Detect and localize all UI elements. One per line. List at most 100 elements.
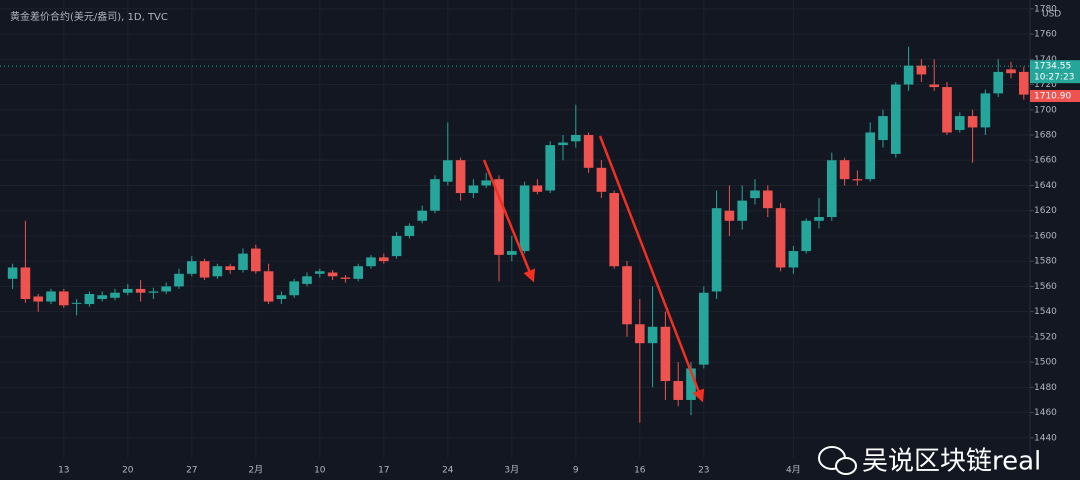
candle-body	[276, 295, 287, 300]
candle-body	[7, 267, 18, 279]
chart-title: 黄金差价合约(美元/盎司), 1D, TVC	[10, 10, 168, 23]
y-tick-label: 1680	[1034, 131, 1057, 141]
candle-body	[891, 84, 901, 154]
candle-body	[174, 273, 184, 287]
candle-body	[289, 281, 299, 296]
y-tick-label: 1500	[1034, 358, 1057, 368]
candle-body	[929, 84, 939, 88]
candle-body	[916, 65, 927, 75]
x-tick-label: 13	[58, 466, 69, 476]
candle-body	[148, 291, 159, 293]
candle-body	[980, 93, 991, 128]
y-tick-label: 1480	[1034, 383, 1057, 393]
candle-body	[199, 261, 210, 278]
y-tick-label: 1620	[1034, 206, 1057, 216]
x-tick-label: 4月	[786, 465, 801, 476]
candle-body	[443, 160, 453, 182]
x-tick-label: 9	[573, 466, 579, 476]
candle-body	[878, 116, 888, 141]
x-tick-label: 17	[378, 466, 389, 476]
x-tick-label: 10	[314, 466, 326, 476]
candle-body	[788, 251, 799, 268]
candle-body	[532, 185, 543, 192]
candle-body	[775, 208, 786, 268]
watermark-text: 吴说区块链real	[862, 447, 1041, 477]
watermark: 吴说区块链real	[818, 446, 1041, 477]
annotation-arrow	[598, 135, 705, 403]
candle-body	[724, 210, 735, 221]
candle-body	[1006, 69, 1016, 74]
candle-body	[571, 135, 581, 142]
candle-body	[955, 116, 965, 130]
candle-body	[327, 272, 338, 277]
candle-body	[609, 193, 619, 267]
candle-body	[737, 200, 747, 221]
candle-body	[942, 87, 952, 133]
x-tick-label: 20	[122, 466, 134, 476]
candle-body	[161, 286, 171, 292]
candle-body	[494, 179, 504, 255]
y-tick-label: 1760	[1034, 30, 1057, 40]
candle-body	[468, 185, 479, 194]
candle-body	[814, 217, 824, 221]
close-price-box	[1030, 90, 1080, 103]
y-tick-label: 1660	[1034, 156, 1057, 166]
candle-body	[302, 276, 312, 284]
candle-body	[993, 71, 1003, 94]
candle-body	[366, 257, 376, 267]
candle-body	[827, 160, 837, 218]
candle-body	[212, 266, 223, 277]
candle-body	[635, 324, 645, 344]
x-tick-label: 16	[634, 466, 646, 476]
y-tick-label: 1640	[1034, 181, 1057, 191]
x-tick-label: 27	[186, 466, 197, 476]
candle-body	[187, 261, 197, 274]
y-tick-label: 1460	[1034, 408, 1057, 418]
candle-body	[110, 292, 120, 298]
x-tick-label: 23	[698, 466, 709, 476]
candle-body	[353, 266, 363, 279]
candle-body	[430, 179, 440, 211]
y-tick-label: 1700	[1034, 105, 1057, 115]
candle-body	[71, 302, 82, 304]
candle-body	[263, 271, 274, 302]
candle-body	[686, 368, 696, 400]
candle-body	[481, 180, 491, 186]
x-tick-label: 24	[442, 466, 454, 476]
y-tick-label: 1520	[1034, 332, 1057, 342]
candle-body	[251, 248, 261, 272]
y-tick-label: 1540	[1034, 307, 1057, 317]
candle-body	[660, 326, 671, 382]
last-price-box	[1030, 60, 1080, 84]
watermark-icon	[835, 457, 857, 475]
x-tick-label: 2月	[248, 465, 263, 476]
candle-body	[865, 132, 875, 180]
y-tick-label: 1600	[1034, 231, 1057, 241]
last-price-label: 1734.55	[1034, 62, 1071, 72]
candle-body	[33, 296, 43, 302]
candle-body	[711, 208, 722, 292]
candle-body	[391, 235, 402, 257]
candle-body	[647, 326, 658, 344]
y-tick-label: 1780	[1034, 4, 1057, 14]
annotation-arrow	[482, 159, 536, 283]
candle-body	[123, 288, 133, 293]
candle-body	[903, 65, 914, 85]
close-price-label: 1710.90	[1034, 92, 1071, 102]
candle-body	[750, 190, 760, 199]
candle-body	[519, 185, 530, 252]
y-tick-label: 1720	[1034, 80, 1057, 90]
candle-body	[59, 291, 69, 306]
candle-body	[622, 266, 632, 325]
candle-body	[315, 271, 325, 274]
currency-label: USD	[1042, 10, 1061, 20]
candle-body	[46, 291, 56, 302]
candle-body	[20, 267, 31, 300]
candle-body	[839, 160, 850, 180]
candle-body	[507, 251, 517, 255]
candle-body	[801, 220, 811, 252]
candle-body	[84, 293, 95, 305]
candle-body	[417, 210, 427, 221]
